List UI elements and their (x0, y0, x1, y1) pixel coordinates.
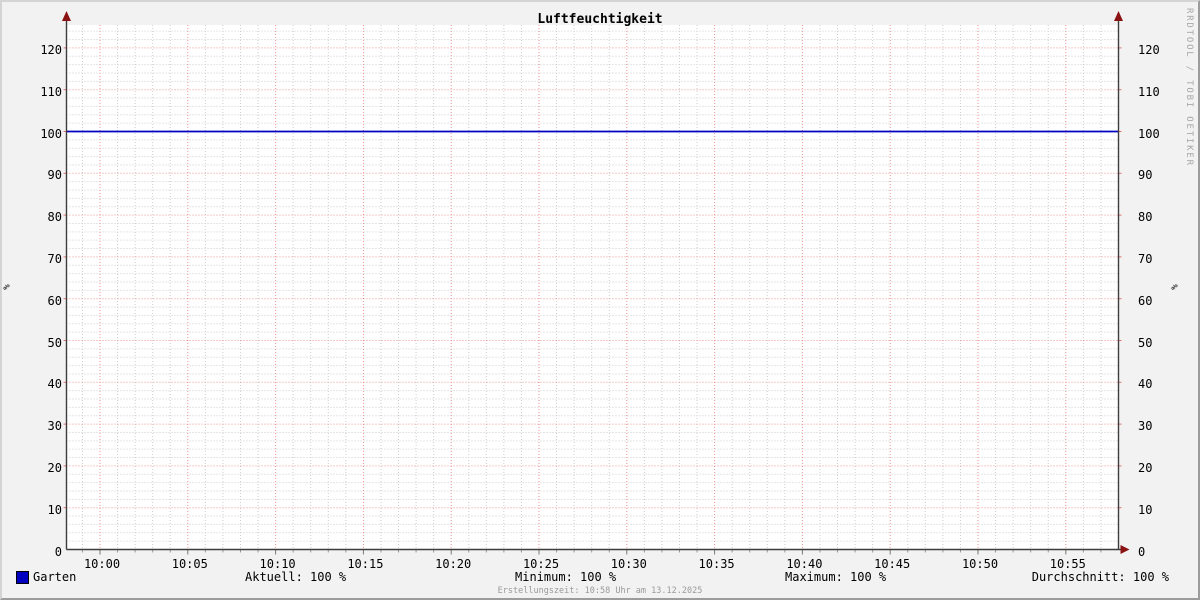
y-tick-label-left: 100 (40, 126, 62, 141)
y-tick-label-right: 40 (1138, 377, 1153, 392)
y-tick-label-right: 20 (1138, 460, 1153, 475)
legend-color-swatch (16, 571, 29, 584)
x-axis-arrow (1120, 545, 1130, 554)
legend-series-label: Garten (33, 570, 77, 584)
x-tick-label: 10:40 (786, 557, 823, 571)
x-tick-label: 10:55 (1049, 557, 1086, 571)
x-tick-label: 10:05 (171, 557, 208, 571)
y-tick-label-right: 30 (1138, 419, 1153, 434)
y-tick-label-left: 20 (47, 460, 62, 475)
x-tick-label: 10:10 (259, 557, 296, 571)
x-tick-label: 10:30 (610, 557, 647, 571)
y-tick-label-left: 50 (47, 335, 62, 350)
x-tick-label: 10:25 (522, 557, 560, 571)
y-tick-label-right: 90 (1138, 168, 1153, 183)
y-tick-label-left: 10 (47, 502, 62, 517)
y-tick-label-left: 120 (40, 42, 62, 57)
x-tick-label: 10:15 (347, 557, 384, 571)
y-tick-label-right: 60 (1138, 293, 1153, 308)
stat-aktuell: Aktuell: 100 % (245, 570, 347, 584)
y-tick-label-left: 60 (47, 293, 62, 308)
y-tick-label-right: 50 (1138, 335, 1153, 350)
y-axis-unit-left: % (2, 284, 13, 290)
x-tick-label: 10:45 (874, 557, 911, 571)
y-axis-arrow-left (62, 11, 71, 21)
x-tick-label: 10:35 (698, 557, 735, 571)
chart-title: Luftfeuchtigkeit (537, 12, 663, 27)
x-tick-label: 10:00 (83, 557, 121, 571)
y-tick-label-right: 120 (1138, 42, 1160, 57)
y-tick-label-left: 80 (47, 210, 62, 225)
y-axis-arrow-right (1114, 11, 1123, 21)
rrdtool-watermark: RRDTOOL / TOBI OETIKER (1184, 8, 1194, 167)
y-tick-label-right: 100 (1138, 126, 1160, 141)
y-tick-label-left: 0 (54, 544, 62, 559)
stat-maximum: Maximum: 100 % (785, 570, 887, 584)
y-tick-label-left: 90 (47, 168, 62, 183)
y-axis-unit-right: % (1170, 284, 1181, 290)
creation-timestamp: Erstellungszeit: 10:58 Uhr am 13.12.2025 (497, 586, 703, 596)
x-tick-label: 10:50 (961, 557, 999, 571)
y-tick-label-right: 110 (1138, 84, 1160, 99)
y-tick-label-left: 30 (47, 419, 62, 434)
y-tick-label-left: 40 (47, 377, 62, 392)
y-tick-label-right: 10 (1138, 502, 1153, 517)
y-tick-label-left: 110 (40, 84, 62, 99)
x-tick-label: 10:20 (435, 557, 472, 571)
stat-minimum: Minimum: 100 % (515, 570, 617, 584)
y-tick-label-left: 70 (47, 251, 62, 266)
y-tick-label-right: 0 (1138, 544, 1146, 559)
y-tick-label-right: 80 (1138, 210, 1153, 225)
y-tick-label-right: 70 (1138, 251, 1153, 266)
stat-durchschnitt: Durchschnitt: 100 % (1031, 570, 1169, 584)
